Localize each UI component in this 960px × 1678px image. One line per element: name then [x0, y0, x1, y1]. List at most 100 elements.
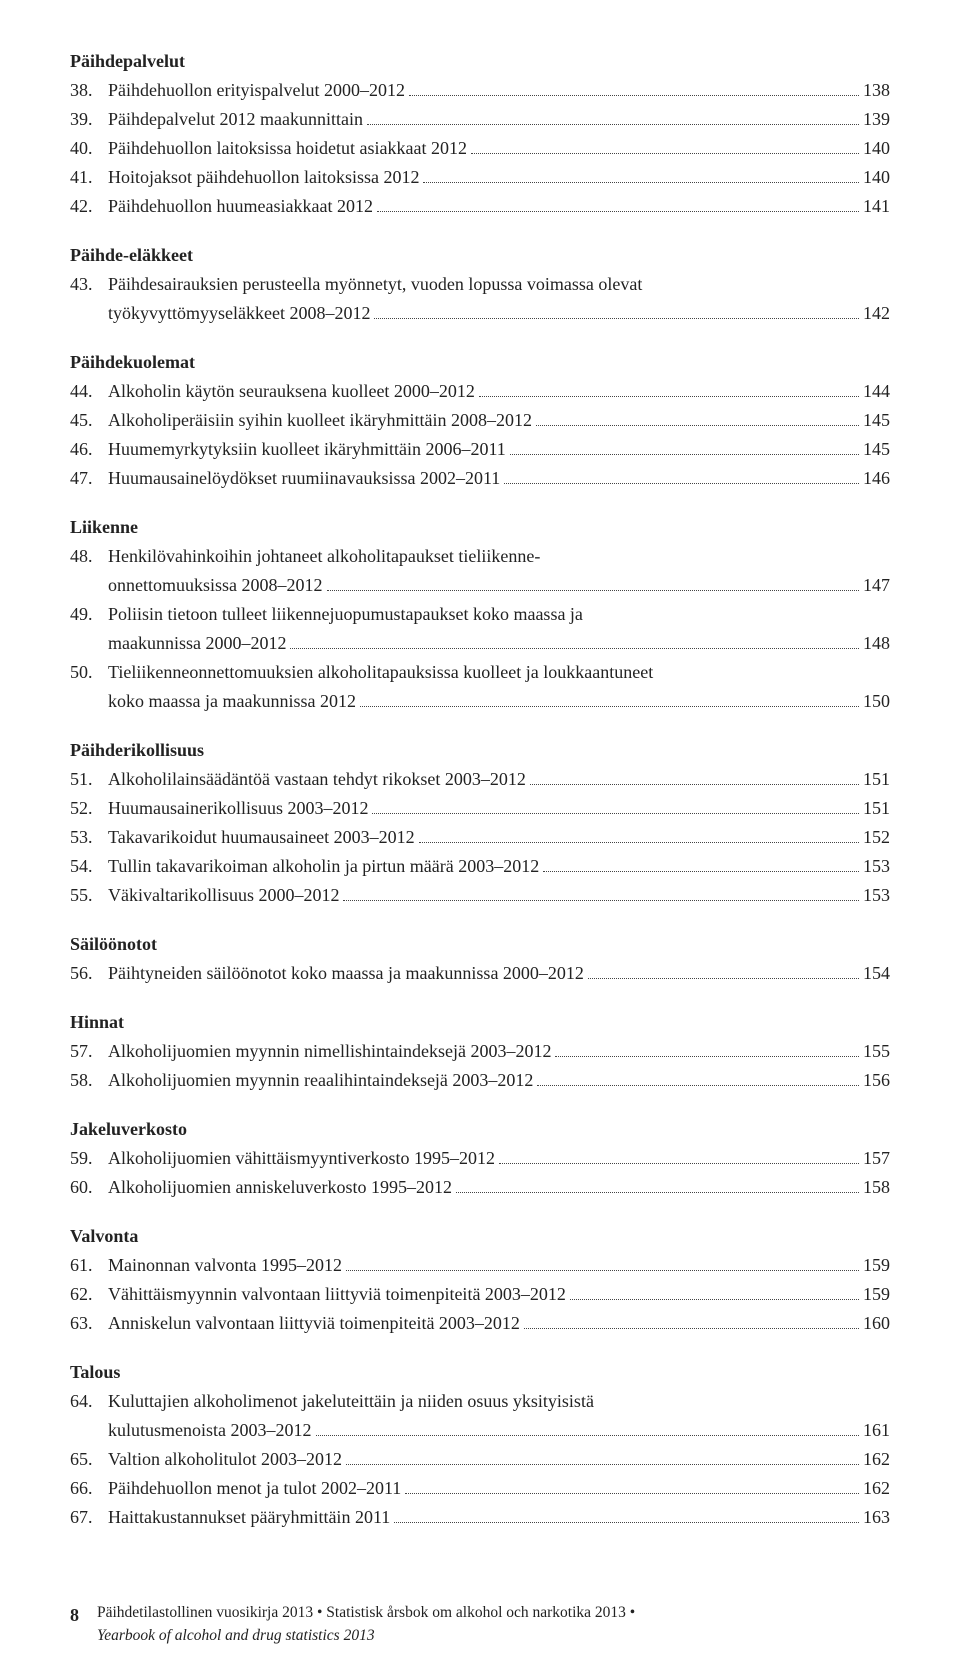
toc-leader: [346, 1253, 859, 1271]
toc-entry: 51.Alkoholilainsäädäntöä vastaan tehdyt …: [70, 766, 890, 793]
toc-entry-page: 147: [863, 572, 890, 599]
toc-entry-number: 49.: [70, 601, 108, 628]
toc-entry-number: 51.: [70, 766, 108, 793]
toc-entry-continuation: työkyvyttömyyseläkkeet 2008–2012142: [70, 300, 890, 327]
toc-entry-title: Huumausainelöydökset ruumiinavauksissa 2…: [108, 465, 500, 492]
toc-entry-page: 158: [863, 1174, 890, 1201]
section-heading: Liikenne: [70, 514, 890, 541]
toc-entry-number: 66.: [70, 1475, 108, 1502]
toc-leader: [360, 689, 859, 707]
footer-text: Päihdetilastollinen vuosikirja 2013 • St…: [97, 1601, 635, 1648]
toc-entry-page: 163: [863, 1504, 890, 1531]
toc-entry: 46.Huumemyrkytyksiin kuolleet ikäryhmitt…: [70, 436, 890, 463]
toc-entry: 47.Huumausainelöydökset ruumiinavauksiss…: [70, 465, 890, 492]
table-of-contents: Päihdepalvelut38.Päihdehuollon erityispa…: [70, 48, 890, 1531]
toc-leader: [588, 961, 859, 979]
toc-leader: [423, 165, 859, 183]
toc-entry-number: 44.: [70, 378, 108, 405]
toc-entry-title: Valtion alkoholitulot 2003–2012: [108, 1446, 342, 1473]
toc-entry-number: 50.: [70, 659, 108, 686]
toc-entry-page: 140: [863, 164, 890, 191]
toc-entry-title: Päihdepalvelut 2012 maakunnittain: [108, 106, 363, 133]
toc-entry-number: 57.: [70, 1038, 108, 1065]
toc-entry-page: 150: [863, 688, 890, 715]
toc-entry-title: Takavarikoidut huumausaineet 2003–2012: [108, 824, 415, 851]
toc-entry-number: 38.: [70, 77, 108, 104]
toc-entry-page: 155: [863, 1038, 890, 1065]
toc-entry-title: Vähittäismyynnin valvontaan liittyviä to…: [108, 1281, 566, 1308]
toc-leader: [419, 825, 859, 843]
toc-entry-page: 159: [863, 1281, 890, 1308]
toc-entry-title: Poliisin tietoon tulleet liikennejuopumu…: [108, 601, 583, 628]
toc-leader: [504, 466, 859, 484]
toc-entry: 45.Alkoholiperäisiin syihin kuolleet ikä…: [70, 407, 890, 434]
toc-entry-title: Huumemyrkytyksiin kuolleet ikäryhmittäin…: [108, 436, 506, 463]
toc-entry-title: Päihdehuollon laitoksissa hoidetut asiak…: [108, 135, 467, 162]
toc-entry-number: 61.: [70, 1252, 108, 1279]
toc-entry: 65.Valtion alkoholitulot 2003–2012162: [70, 1446, 890, 1473]
toc-entry: 48.Henkilövahinkoihin johtaneet alkoholi…: [70, 543, 890, 570]
section-heading: Talous: [70, 1359, 890, 1386]
toc-entry-number: 45.: [70, 407, 108, 434]
toc-entry: 64.Kuluttajien alkoholimenot jakeluteitt…: [70, 1388, 890, 1415]
toc-entry-page: 141: [863, 193, 890, 220]
toc-entry: 54.Tullin takavarikoiman alkoholin ja pi…: [70, 853, 890, 880]
toc-leader: [510, 437, 859, 455]
toc-entry: 58.Alkoholijuomien myynnin reaalihintain…: [70, 1067, 890, 1094]
section-heading: Päihdekuolemat: [70, 349, 890, 376]
toc-entry-page: 162: [863, 1475, 890, 1502]
toc-entry: 66.Päihdehuollon menot ja tulot 2002–201…: [70, 1475, 890, 1502]
toc-entry: 67.Haittakustannukset pääryhmittäin 2011…: [70, 1504, 890, 1531]
toc-entry-page: 138: [863, 77, 890, 104]
toc-entry: 57.Alkoholijuomien myynnin nimellishinta…: [70, 1038, 890, 1065]
toc-entry-page: 144: [863, 378, 890, 405]
toc-entry: 50.Tieliikenneonnettomuuksien alkoholita…: [70, 659, 890, 686]
toc-entry-continuation: koko maassa ja maakunnissa 2012150: [70, 688, 890, 715]
toc-entry-continuation: onnettomuuksissa 2008–2012 147: [70, 572, 890, 599]
toc-entry-title: Päihdehuollon menot ja tulot 2002–2011: [108, 1475, 401, 1502]
toc-entry-number: 60.: [70, 1174, 108, 1201]
toc-leader: [530, 767, 859, 785]
toc-entry-title: Väkivaltarikollisuus 2000–2012: [108, 882, 339, 909]
section-heading: Säilöönotot: [70, 931, 890, 958]
toc-entry-page: 140: [863, 135, 890, 162]
toc-entry-title: Huumausainerikollisuus 2003–2012: [108, 795, 368, 822]
toc-entry-page: 145: [863, 407, 890, 434]
toc-leader: [394, 1505, 859, 1523]
toc-entry-title: Henkilövahinkoihin johtaneet alkoholitap…: [108, 543, 540, 570]
toc-entry: 39.Päihdepalvelut 2012 maakunnittain139: [70, 106, 890, 133]
toc-entry-title: Alkoholijuomien anniskeluverkosto 1995–2…: [108, 1174, 452, 1201]
toc-entry-number: 43.: [70, 271, 108, 298]
toc-entry-number: 58.: [70, 1067, 108, 1094]
toc-leader: [456, 1175, 859, 1193]
toc-entry: 52.Huumausainerikollisuus 2003–2012151: [70, 795, 890, 822]
toc-leader: [346, 1447, 859, 1465]
toc-entry-page: 160: [863, 1310, 890, 1337]
toc-entry-number: 46.: [70, 436, 108, 463]
toc-entry: 62.Vähittäismyynnin valvontaan liittyviä…: [70, 1281, 890, 1308]
section-heading: Jakeluverkosto: [70, 1116, 890, 1143]
toc-entry-number: 56.: [70, 960, 108, 987]
toc-entry-page: 142: [863, 300, 890, 327]
toc-leader: [377, 194, 859, 212]
toc-entry-page: 151: [863, 766, 890, 793]
toc-entry: 38.Päihdehuollon erityispalvelut 2000–20…: [70, 77, 890, 104]
toc-entry-title: Alkoholilainsäädäntöä vastaan tehdyt rik…: [108, 766, 526, 793]
toc-entry-page: 161: [863, 1417, 890, 1444]
toc-entry-title-cont: kulutusmenoista 2003–2012: [108, 1417, 312, 1444]
toc-entry-title: Päihtyneiden säilöönotot koko maassa ja …: [108, 960, 584, 987]
toc-entry-title: Kuluttajien alkoholimenot jakeluteittäin…: [108, 1388, 594, 1415]
toc-entry-number: 54.: [70, 853, 108, 880]
section-heading: Hinnat: [70, 1009, 890, 1036]
toc-entry: 59.Alkoholijuomien vähittäismyyntiverkos…: [70, 1145, 890, 1172]
toc-entry: 49.Poliisin tietoon tulleet liikennejuop…: [70, 601, 890, 628]
toc-entry: 55.Väkivaltarikollisuus 2000–2012153: [70, 882, 890, 909]
toc-entry-page: 156: [863, 1067, 890, 1094]
toc-entry-number: 64.: [70, 1388, 108, 1415]
toc-leader: [374, 301, 859, 319]
toc-entry-title-cont: onnettomuuksissa 2008–2012: [108, 572, 323, 599]
toc-entry-page: 157: [863, 1145, 890, 1172]
toc-entry-page: 154: [863, 960, 890, 987]
toc-entry-number: 55.: [70, 882, 108, 909]
toc-entry-title: Alkoholijuomien myynnin nimellishintaind…: [108, 1038, 551, 1065]
